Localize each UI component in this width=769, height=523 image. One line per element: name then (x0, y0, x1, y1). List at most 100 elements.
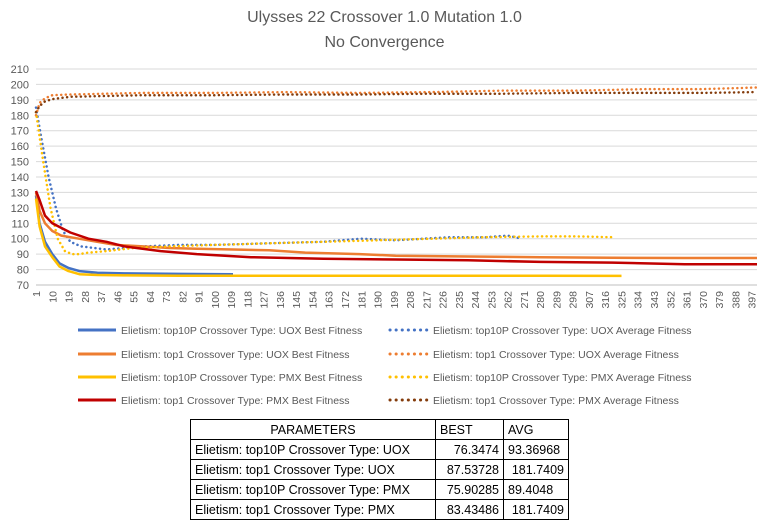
x-tick-label: 73 (161, 291, 173, 303)
y-tick-label: 150 (11, 157, 29, 169)
legend-label: Elietism: top1 Crossover Type: PMX Best … (121, 395, 350, 407)
x-tick-label: 163 (324, 291, 336, 309)
header-avg: AVG (503, 419, 569, 440)
avg-cell: 181.7409 (503, 459, 569, 480)
x-tick-label: 253 (486, 291, 498, 309)
x-tick-label: 361 (682, 291, 694, 309)
table-row: Elietism: top10P Crossover Type: UOX 76.… (190, 439, 569, 460)
y-tick-label: 190 (11, 95, 29, 107)
x-tick-label: 127 (259, 291, 271, 309)
legend-label: Elietism: top10P Crossover Type: UOX Ave… (433, 325, 692, 337)
x-tick-label: 145 (291, 291, 303, 309)
avg-cell: 181.7409 (503, 499, 569, 520)
y-tick-label: 80 (17, 265, 29, 277)
series-line-3 (34, 192, 757, 260)
y-tick-label: 200 (11, 79, 29, 91)
y-tick-label: 70 (17, 280, 29, 292)
chart-subtitle: No Convergence (324, 34, 445, 51)
x-tick-label: 37 (96, 291, 108, 303)
table-row: Elietism: top1 Crossover Type: PMX 83.43… (190, 499, 569, 520)
y-tick-label: 120 (11, 203, 29, 215)
legend-label: Elietism: top1 Crossover Type: PMX Avera… (433, 395, 679, 407)
best-cell: 87.53728 (435, 459, 504, 480)
y-tick-label: 130 (11, 187, 29, 199)
x-tick-label: 55 (129, 291, 141, 303)
x-tick-label: 352 (665, 291, 677, 309)
x-tick-label: 289 (551, 291, 563, 309)
legend-label: Elietism: top1 Crossover Type: UOX Best … (121, 349, 350, 361)
y-tick-label: 110 (11, 218, 29, 230)
x-tick-label: 28 (80, 291, 92, 303)
y-tick-label: 90 (17, 249, 29, 261)
table-row: Elietism: top1 Crossover Type: UOX 87.53… (190, 459, 569, 480)
x-tick-label: 64 (145, 291, 157, 303)
x-tick-label: 235 (454, 291, 466, 309)
x-tick-label: 181 (356, 291, 368, 309)
x-tick-label: 190 (373, 291, 385, 309)
x-tick-label: 82 (177, 291, 189, 303)
legend-label: Elietism: top10P Crossover Type: UOX Bes… (121, 325, 362, 337)
series-line-7 (34, 190, 758, 266)
param-cell: Elietism: top1 Crossover Type: PMX (190, 499, 436, 520)
x-tick-label: 325 (616, 291, 628, 309)
legend-label: Elietism: top1 Crossover Type: UOX Avera… (433, 349, 679, 361)
legend-label: Elietism: top10P Crossover Type: PMX Bes… (121, 372, 362, 384)
x-tick-label: 343 (649, 291, 661, 309)
avg-cell: 93.36968 (503, 439, 569, 460)
x-tick-label: 91 (194, 291, 206, 303)
y-tick-label: 100 (11, 234, 29, 246)
x-tick-label: 10 (47, 291, 59, 303)
y-tick-label: 180 (11, 110, 29, 122)
x-tick-label: 379 (714, 291, 726, 309)
x-tick-label: 271 (519, 291, 531, 309)
x-tick-label: 244 (470, 291, 482, 309)
x-tick-label: 109 (226, 291, 238, 309)
table-row: Elietism: top10P Crossover Type: PMX 75.… (190, 479, 569, 500)
gridlines (36, 68, 757, 286)
x-tick-label: 136 (275, 291, 287, 309)
header-parameters: PARAMETERS (190, 419, 436, 440)
x-tick-label: 388 (730, 291, 742, 309)
series-line-5 (34, 198, 622, 278)
series-line-4 (34, 86, 759, 117)
y-tick-label: 210 (11, 64, 29, 76)
best-cell: 76.3474 (435, 439, 504, 460)
y-tick-label: 160 (11, 141, 29, 153)
x-tick-label: 1 (31, 291, 43, 297)
axes: 7080901001101201301401501601701801902002… (11, 64, 759, 309)
x-tick-label: 334 (633, 291, 645, 309)
x-tick-label: 316 (600, 291, 612, 309)
best-cell: 75.90285 (435, 479, 504, 500)
series-line-1 (34, 195, 234, 276)
x-tick-label: 397 (747, 291, 759, 309)
series-line-2 (34, 106, 524, 251)
series-lines (34, 86, 759, 278)
parameters-table: PARAMETERS BEST AVG Elietism: top10P Cro… (190, 419, 569, 520)
table-header-row: PARAMETERS BEST AVG (190, 419, 569, 440)
param-cell: Elietism: top1 Crossover Type: UOX (190, 459, 436, 480)
x-tick-label: 370 (698, 291, 710, 309)
x-tick-label: 217 (421, 291, 433, 309)
param-cell: Elietism: top10P Crossover Type: PMX (190, 479, 436, 500)
x-tick-label: 46 (112, 291, 124, 303)
legend-label: Elietism: top10P Crossover Type: PMX Ave… (433, 372, 692, 384)
x-tick-label: 307 (584, 291, 596, 309)
x-tick-label: 208 (405, 291, 417, 309)
y-tick-label: 170 (11, 126, 29, 138)
x-tick-label: 172 (340, 291, 352, 309)
chart-title: Ulysses 22 Crossover 1.0 Mutation 1.0 (247, 9, 522, 26)
legend: Elietism: top10P Crossover Type: UOX Bes… (78, 325, 692, 407)
x-tick-label: 298 (568, 291, 580, 309)
x-tick-label: 199 (389, 291, 401, 309)
param-cell: Elietism: top10P Crossover Type: UOX (190, 439, 436, 460)
y-tick-label: 140 (11, 172, 29, 184)
x-tick-label: 154 (307, 291, 319, 309)
series-line-8 (34, 90, 759, 114)
x-tick-label: 118 (242, 291, 254, 308)
best-cell: 83.43486 (435, 499, 504, 520)
x-tick-label: 262 (503, 291, 515, 309)
x-tick-label: 280 (535, 291, 547, 309)
avg-cell: 89.4048 (503, 479, 569, 500)
x-tick-label: 19 (64, 291, 76, 303)
